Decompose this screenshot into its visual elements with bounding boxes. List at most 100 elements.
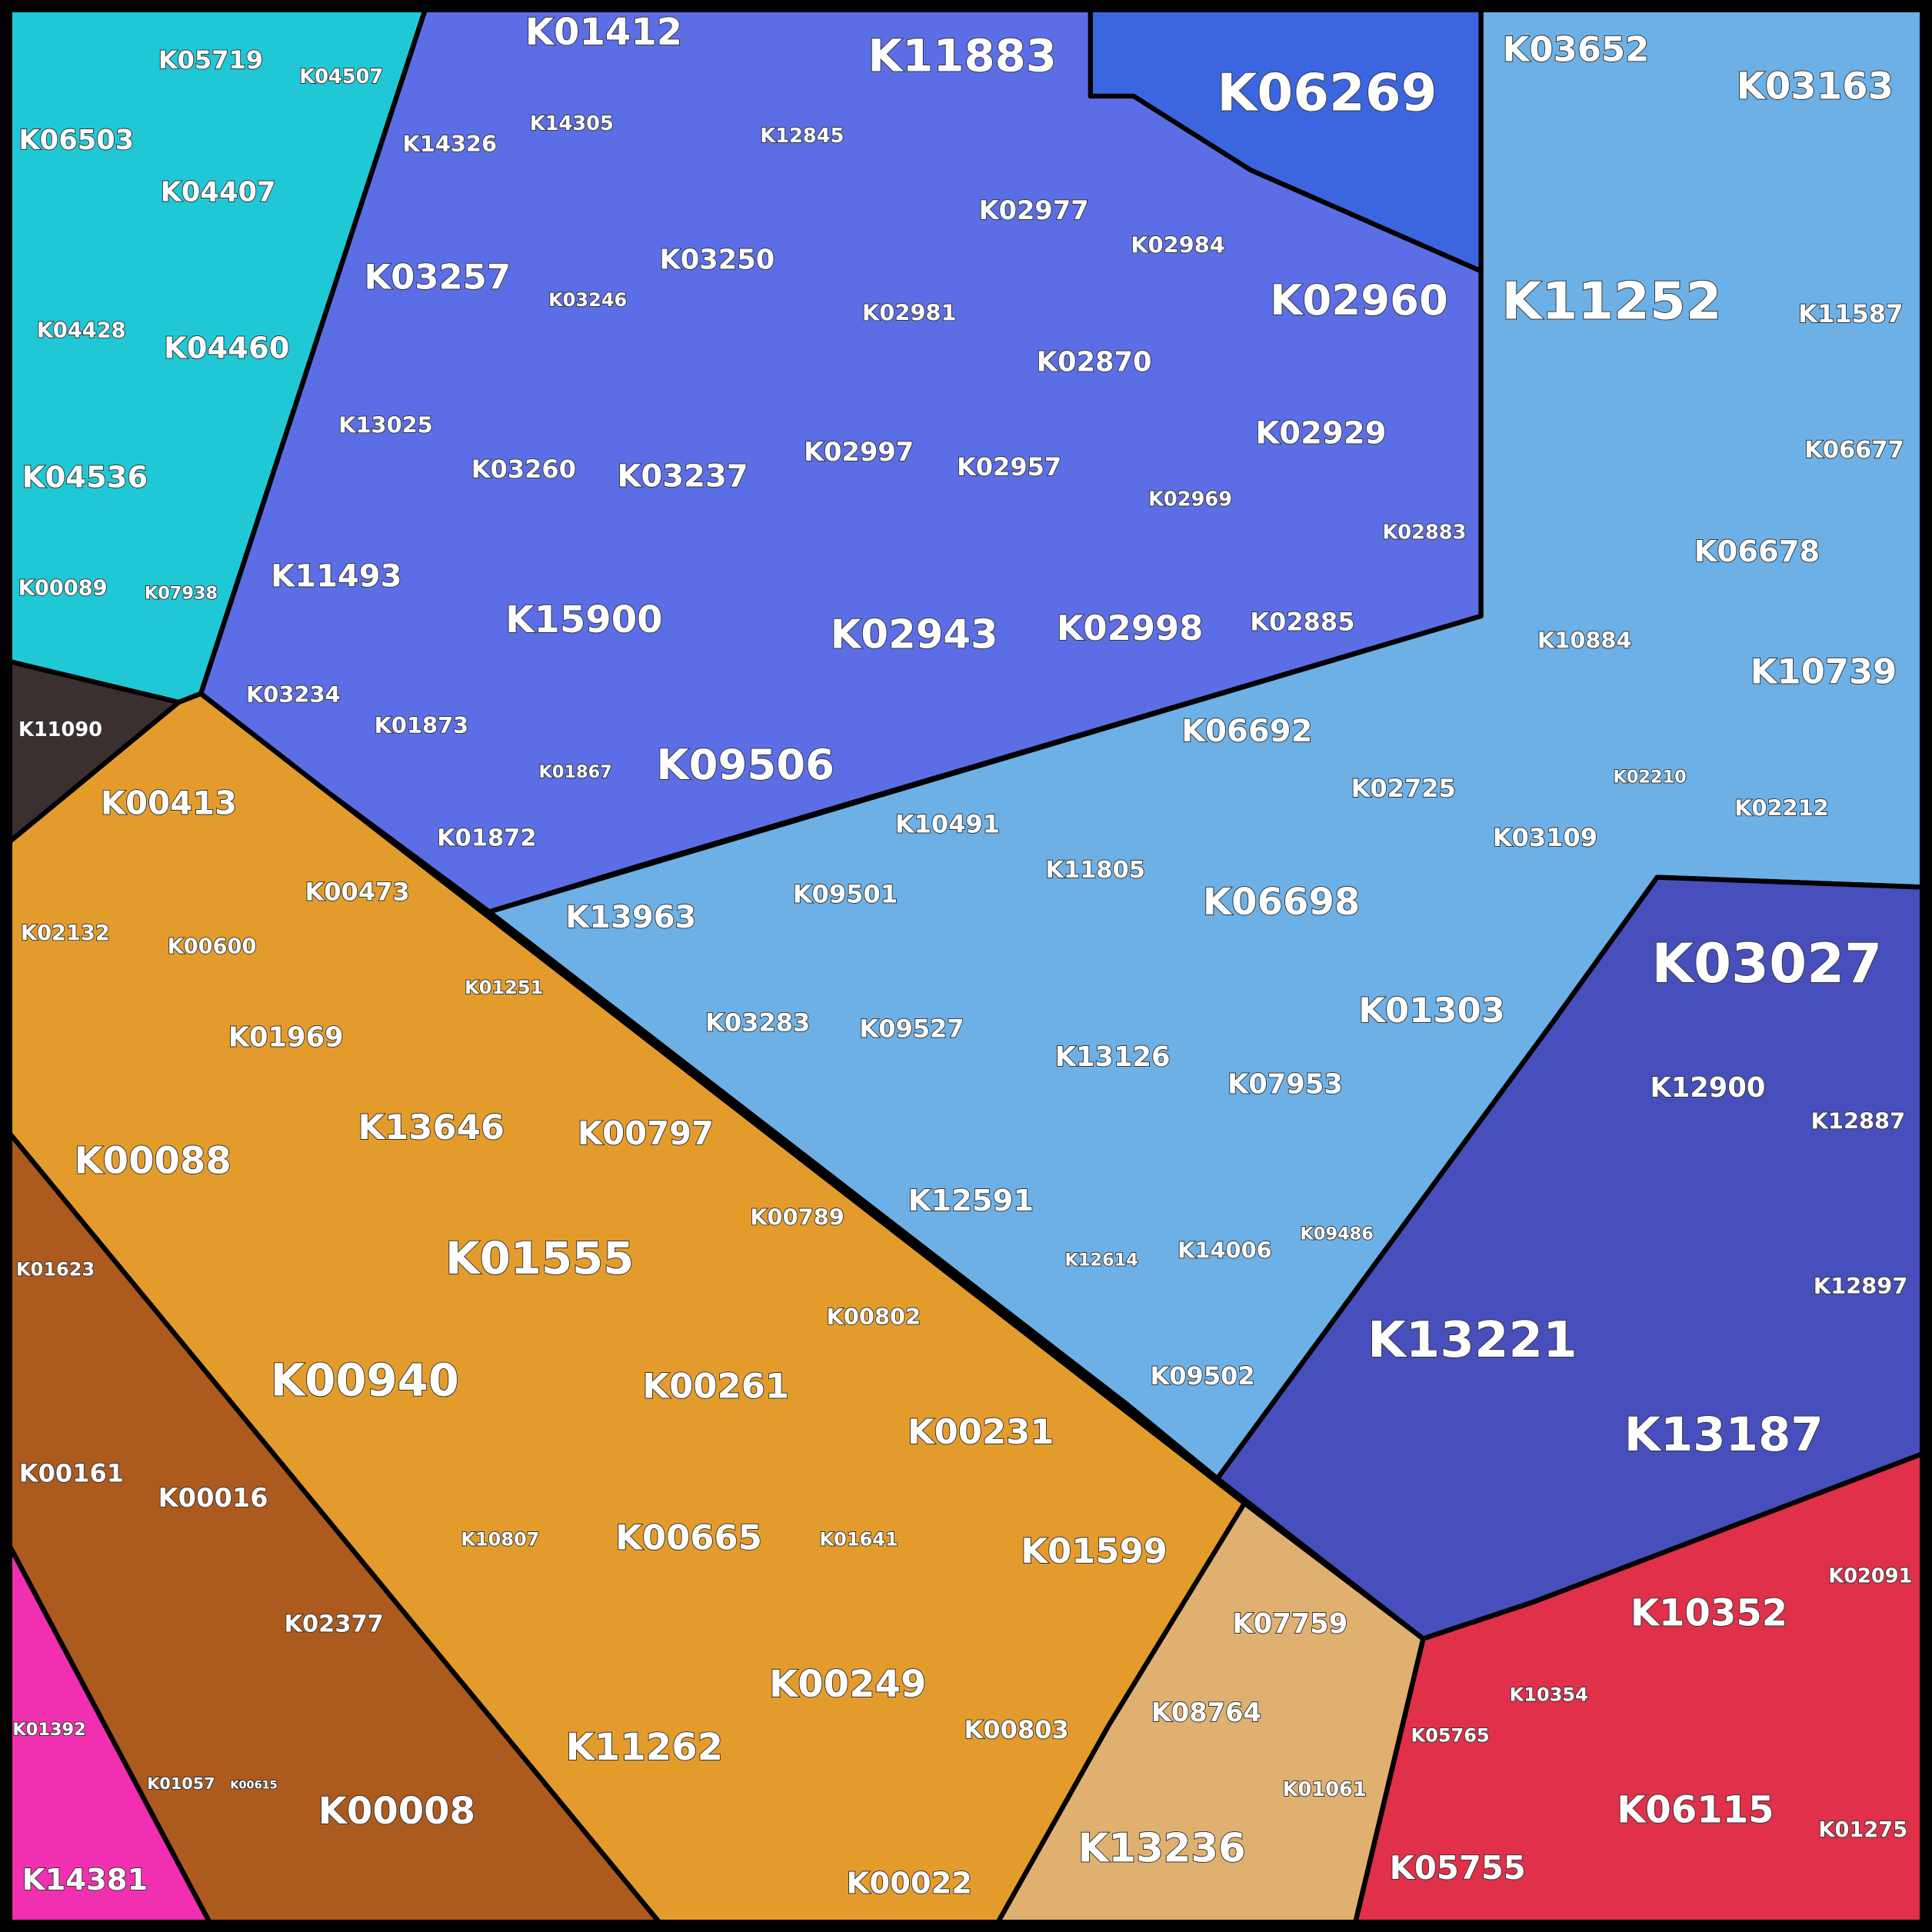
cell-label: K08764 [1151,1697,1261,1727]
cell-label: K09527 [859,1014,964,1043]
cell-label: K04507 [299,65,383,88]
cell-label: K10807 [461,1529,539,1551]
cell-label: K00789 [750,1204,844,1230]
cell-label: K03109 [1493,823,1597,852]
cell-label: K04428 [37,318,126,342]
cell-label: K15900 [505,598,662,641]
cell-label: K06692 [1181,714,1312,749]
cell-label: K12591 [908,1184,1034,1218]
cell-label: K01867 [538,762,611,782]
cell-label: K11587 [1798,299,1903,328]
cell-label: K00413 [101,784,237,822]
cell-label: K11262 [566,1726,723,1769]
cell-label: K11252 [1501,271,1721,331]
cell-label: K03257 [364,257,511,298]
cell-label: K00802 [827,1304,921,1330]
cell-label: K10739 [1750,651,1897,691]
cell-label: K06698 [1203,881,1360,924]
cell-label: K00022 [847,1867,973,1901]
cell-label: K01969 [228,1022,344,1054]
cell-label: K01872 [437,824,536,851]
cell-label: K00615 [230,1779,277,1791]
cell-label: K13126 [1055,1041,1171,1073]
cell-label: K04460 [164,331,290,365]
cell-label: K04536 [22,461,148,495]
cell-label: K00665 [615,1517,762,1558]
cell-label: K02210 [1613,767,1686,787]
cell-label: K06503 [18,125,134,156]
cell-label: K13963 [565,900,696,935]
pink-group [7,1544,212,1925]
cell-label: K02984 [1131,232,1225,258]
cell-label: K00473 [305,877,409,906]
cell-label: K00940 [271,1354,459,1407]
cell-label: K01599 [1021,1531,1168,1571]
cell-label: K13646 [358,1107,505,1148]
cell-label: K00161 [19,1459,124,1488]
cell-label: K02212 [1734,795,1829,821]
cell-label: K02883 [1382,521,1466,545]
cell-label: K03652 [1503,28,1650,69]
cell-label: K02132 [21,921,110,945]
cell-label: K01303 [1358,990,1505,1031]
cell-label: K11805 [1046,857,1145,884]
cell-label: K01057 [147,1774,215,1793]
cell-label: K01412 [525,11,682,54]
cell-label: K02870 [1037,347,1152,378]
cell-label: K02969 [1148,488,1232,511]
cell-label: K00016 [158,1483,268,1513]
cell-label: K01251 [465,977,543,998]
cell-label: K00797 [578,1114,714,1152]
cell-label: K01061 [1283,1778,1367,1801]
cell-label: K10884 [1537,628,1632,654]
cell-label: K09501 [793,880,898,909]
cell-label: K07953 [1227,1068,1343,1100]
cell-label: K03027 [1651,932,1882,995]
cell-label: K01641 [820,1529,898,1551]
cell-label: K04407 [161,177,276,208]
cell-label: K11493 [271,558,401,594]
cell-label: K03234 [246,681,341,708]
cell-label: K03250 [659,245,774,276]
cell-label: K10352 [1631,1591,1787,1634]
cell-label: K00231 [908,1411,1054,1452]
cell-label: K03283 [705,1008,810,1037]
cell-label: K02997 [804,437,914,467]
cell-label: K09502 [1150,1361,1254,1391]
cell-label: K02981 [862,300,957,326]
cell-label: K00249 [769,1663,926,1706]
cell-label: K07938 [145,584,218,604]
cell-label: K00088 [74,1139,231,1182]
cell-label: K13236 [1078,1825,1246,1871]
cell-label: K06677 [1804,437,1904,464]
cell-label: K02957 [957,452,1061,481]
cell-label: K00008 [318,1790,475,1833]
cell-label: K13025 [338,411,433,438]
cell-label: K14305 [530,112,614,135]
cell-label: K00261 [642,1366,789,1407]
cell-label: K02943 [831,611,998,658]
cell-label: K05755 [1390,1849,1526,1887]
cell-label: K11883 [868,30,1057,82]
cell-label: K02377 [284,1611,383,1638]
cell-label: K02725 [1351,774,1456,803]
cell-label: K12614 [1065,1250,1138,1270]
cell-label: K02929 [1255,416,1386,451]
cell-label: K12887 [1811,1108,1906,1134]
cell-label: K14326 [402,131,497,157]
cell-label: K11090 [18,718,102,741]
cell-label: K01623 [16,1259,95,1281]
cell-label: K03163 [1737,65,1894,108]
cell-label: K01555 [445,1232,634,1284]
cell-label: K06269 [1217,63,1437,123]
cell-label: K09486 [1301,1224,1374,1244]
cell-label: K02885 [1250,608,1354,637]
cell-label: K03260 [471,455,576,484]
cell-label: K03237 [617,459,748,495]
cell-label: K12845 [760,125,844,148]
cell-label: K03246 [548,289,627,311]
cell-label: K07759 [1232,1608,1347,1640]
cell-label: K01392 [12,1720,85,1740]
